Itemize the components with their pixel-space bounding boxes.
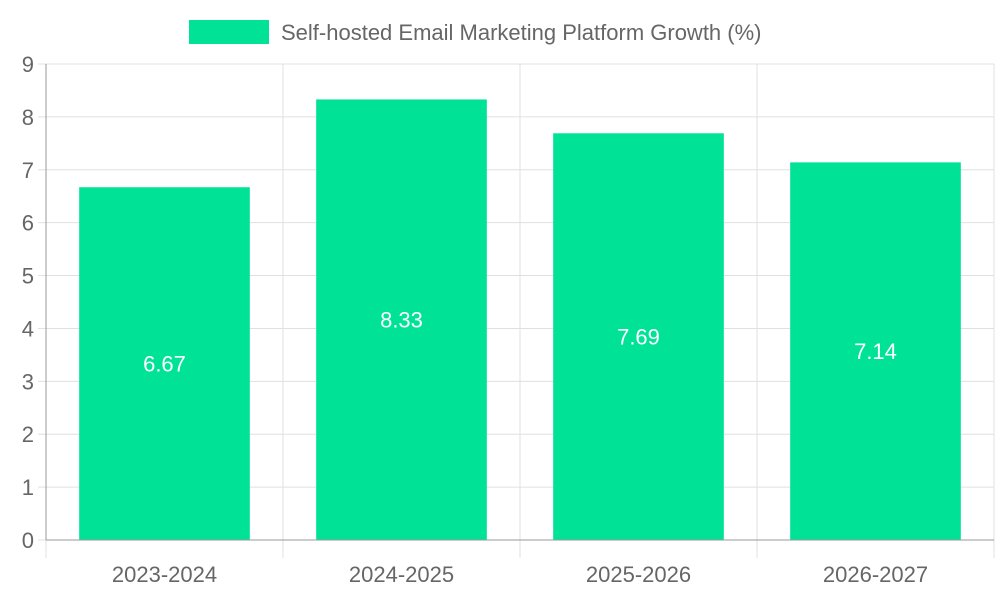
y-tick-label: 7 — [22, 158, 34, 183]
bar-value-label: 7.14 — [854, 339, 897, 364]
y-tick-label: 4 — [22, 316, 34, 341]
bar[interactable] — [553, 133, 724, 541]
bars — [79, 99, 961, 541]
x-tick-label: 2025-2026 — [586, 562, 691, 587]
bar[interactable] — [790, 162, 961, 540]
bar-value-label: 8.33 — [380, 308, 423, 333]
data-labels: 6.67 8.33 7.69 7.14 — [143, 308, 897, 377]
legend-swatch[interactable] — [189, 20, 269, 44]
y-tick-label: 8 — [22, 105, 34, 130]
legend-label[interactable]: Self-hosted Email Marketing Platform Gro… — [281, 20, 762, 45]
x-tick-label: 2024-2025 — [349, 562, 454, 587]
axes: 0 1 2 3 4 5 6 7 8 9 2023-2024 2024-2025 2025-2026 202… — [22, 52, 995, 587]
y-tick-label: 5 — [22, 264, 34, 289]
y-tick-label: 9 — [22, 52, 34, 77]
x-tick-label: 2026-2027 — [823, 562, 928, 587]
bar[interactable] — [79, 187, 250, 540]
bar[interactable] — [316, 99, 487, 541]
y-tick-label: 0 — [22, 528, 34, 553]
y-tick-label: 6 — [22, 211, 34, 236]
legend[interactable]: Self-hosted Email Marketing Platform Gro… — [189, 20, 762, 45]
y-tick-label: 3 — [22, 369, 34, 394]
y-tick-label: 1 — [22, 475, 34, 500]
y-tick-label: 2 — [22, 422, 34, 447]
bar-value-label: 6.67 — [143, 352, 186, 377]
x-tick-label: 2023-2024 — [112, 562, 217, 587]
bar-value-label: 7.69 — [617, 325, 660, 350]
